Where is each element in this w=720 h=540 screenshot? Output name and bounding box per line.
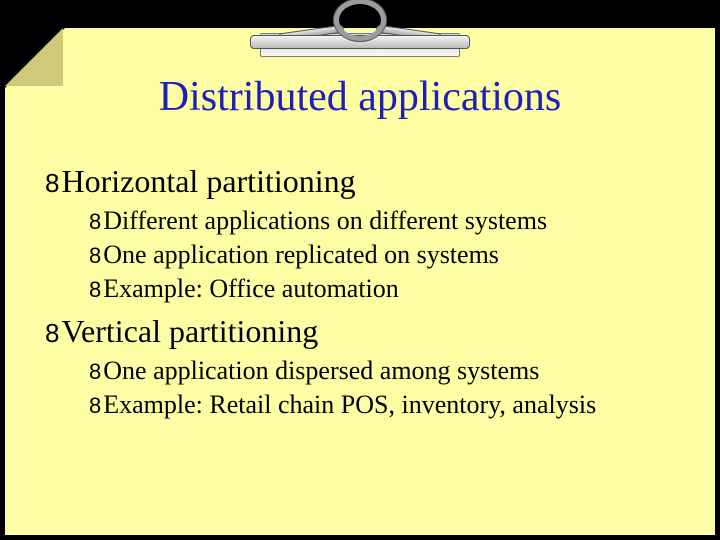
bullet-icon: 8	[89, 358, 101, 387]
list-item-text: Horizontal partitioning	[61, 163, 355, 200]
list-item-text: Different applications on different syst…	[103, 204, 547, 238]
slide: Distributed applications 8 Horizontal pa…	[5, 28, 715, 535]
list-item-text: Example: Office automation	[103, 272, 399, 306]
list-item: 8 Horizontal partitioning	[45, 163, 685, 200]
list-item-text: Vertical partitioning	[61, 313, 318, 350]
bullet-icon: 8	[45, 168, 59, 199]
bullet-icon: 8	[89, 208, 101, 237]
list-item: 8 Vertical partitioning	[45, 313, 685, 350]
list-item-text: One application dispersed among systems	[103, 354, 539, 388]
list-item: 8 Different applications on different sy…	[89, 204, 685, 238]
list-item: 8 One application replicated on systems	[89, 238, 685, 272]
page-curl-fold	[5, 28, 63, 86]
list-item: 8 Example: Office automation	[89, 272, 685, 306]
bullet-icon: 8	[89, 276, 101, 305]
list-item: 8 One application dispersed among system…	[89, 354, 685, 388]
bullet-icon: 8	[89, 242, 101, 271]
list-item-text: One application replicated on systems	[103, 238, 499, 272]
slide-title: Distributed applications	[5, 73, 715, 121]
bullet-icon: 8	[45, 318, 59, 349]
list-item-text: Example: Retail chain POS, inventory, an…	[103, 388, 596, 422]
bullet-icon: 8	[89, 392, 101, 421]
slide-content: 8 Horizontal partitioning 8 Different ap…	[45, 163, 685, 422]
list-item: 8 Example: Retail chain POS, inventory, …	[89, 388, 685, 422]
binder-clip-icon	[250, 0, 470, 61]
